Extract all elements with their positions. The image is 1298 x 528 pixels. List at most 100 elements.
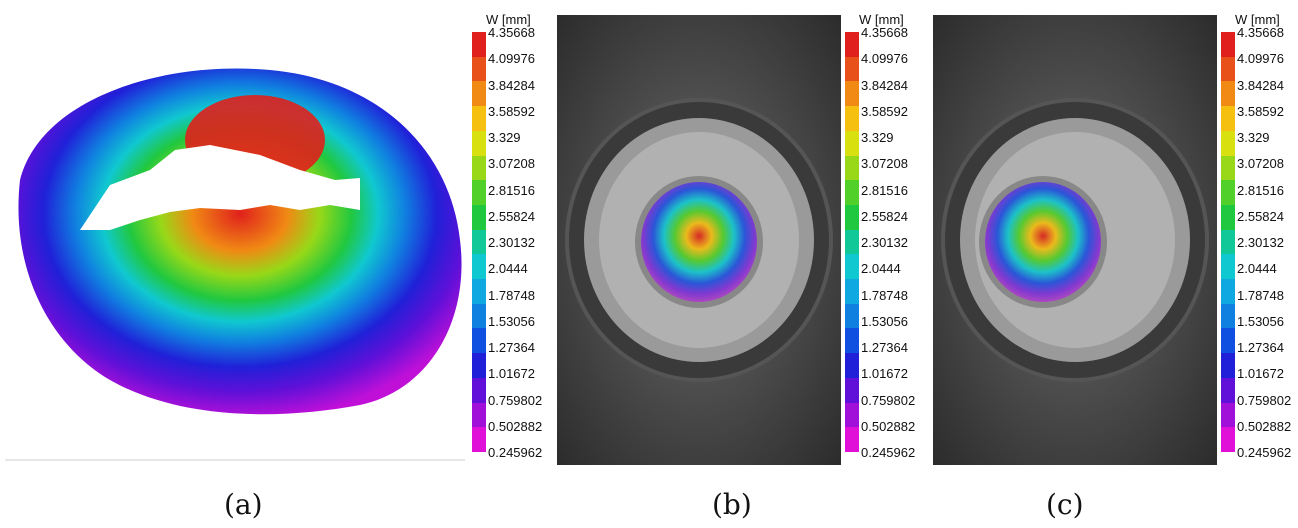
colorbar-c-tick: 2.55824: [1237, 208, 1284, 224]
colorbar-a-tick: 0.759802: [488, 392, 543, 408]
colorbar-c-tick: 4.09976: [1237, 51, 1284, 67]
colorbar-b-tick: 2.55824: [861, 208, 908, 224]
colorbar-a-tick: 1.01672: [488, 366, 535, 382]
colorbar-c-swatch: [1221, 427, 1235, 452]
colorbar-b-swatch: [845, 353, 859, 378]
colorbar-b-swatch: [845, 328, 859, 354]
colorbar-b-swatch: [845, 303, 859, 329]
colorbar-c-swatch: [1221, 377, 1235, 403]
colorbar-c-tick: 0.245962: [1237, 445, 1292, 460]
colorbar-b-swatch: [845, 402, 859, 428]
colorbar-c-swatch: [1221, 155, 1235, 181]
colorbar-c-swatch: [1221, 180, 1235, 205]
colorbar-a-tick: 3.329: [488, 130, 521, 145]
colorbar-a-tick: 1.53056: [488, 313, 535, 329]
colorbar-a-tick: 3.84284: [488, 77, 535, 93]
panel-b-photo: [557, 15, 841, 465]
colorbar-b-swatch: [845, 229, 859, 255]
colorbar-b-tick: 0.245962: [861, 445, 916, 460]
colorbar-a-tick: 1.27364: [488, 340, 535, 355]
colorbar-c-tick: 3.329: [1237, 130, 1270, 145]
colorbar-c-tick: 0.502882: [1237, 418, 1292, 434]
colorbar-c-tick: 1.78748: [1237, 287, 1284, 303]
colorbar-b-tick: 1.78748: [861, 287, 908, 303]
deformed-ring-surface: [18, 68, 462, 415]
colorbar-a-swatch: [472, 32, 486, 57]
colorbar-a-tick: 4.09976: [488, 51, 535, 67]
colorbar-a-tick: 4.35668: [488, 25, 535, 40]
colorbar-a-swatch: [472, 130, 486, 156]
colorbar-a-tick: 0.245962: [488, 445, 543, 460]
colorbar-b-tick: 3.58592: [861, 103, 908, 119]
colorbar-c-swatch: [1221, 32, 1235, 57]
colorbar-b-swatch: [845, 56, 859, 82]
colorbar-b-swatch: [845, 180, 859, 205]
colorbar-a-swatch: [472, 254, 486, 280]
colorbar-a-swatch: [472, 155, 486, 181]
caption-a: (a): [224, 488, 263, 521]
colorbar-c-tick: 2.30132: [1237, 235, 1284, 250]
colorbar-b-tick: 0.502882: [861, 418, 916, 434]
colorbar-c-tick: 3.84284: [1237, 77, 1284, 93]
colorbar-b-tick: 2.0444: [861, 261, 901, 277]
colorbar-b-swatch: [845, 254, 859, 280]
colorbar-b-tick: 0.759802: [861, 392, 916, 408]
colorbar-b-labels: 4.35668 4.09976 3.84284 3.58592 3.329 3.07208…: [861, 25, 941, 460]
colorbar-b-tick: 3.07208: [861, 156, 908, 172]
colorbar-c-swatch: [1221, 81, 1235, 107]
colorbar-c-swatch: [1221, 353, 1235, 378]
colorbar-c-swatch: [1221, 204, 1235, 230]
colorbar-a-swatch: [472, 328, 486, 354]
colorbar-a-title: W [mm]: [486, 12, 531, 27]
colorbar-c-tick: 2.0444: [1237, 261, 1277, 277]
colorbar-a-swatch: [472, 427, 486, 452]
colorbar-a-swatch: [472, 353, 486, 378]
colorbar-b-swatch: [845, 106, 859, 131]
colorbar-a-tick: 3.58592: [488, 103, 535, 119]
dic-overlay-b: [641, 182, 757, 302]
colorbar-c-swatch: [1221, 279, 1235, 304]
colorbar-c-swatch: [1221, 106, 1235, 131]
colorbar-b-tick: 1.01672: [861, 366, 908, 382]
colorbar-b-title: W [mm]: [859, 12, 904, 27]
colorbar-b-tick: 4.35668: [861, 25, 908, 40]
colorbar-a-tick: 1.78748: [488, 287, 535, 303]
colorbar-a-swatch: [472, 229, 486, 255]
colorbar-a-tick: 2.55824: [488, 208, 535, 224]
dic-overlay-c: [985, 182, 1101, 302]
colorbar-b-tick: 1.27364: [861, 340, 908, 355]
colorbar-c-swatch: [1221, 130, 1235, 156]
colorbar-c-tick: 1.27364: [1237, 340, 1284, 355]
colorbar-b-tick: 3.329: [861, 130, 894, 145]
colorbar-a-swatches: [472, 32, 486, 452]
colorbar-b-swatch: [845, 155, 859, 181]
colorbar-c-swatch: [1221, 254, 1235, 280]
colorbar-c-tick: 1.53056: [1237, 313, 1284, 329]
caption-b: (b): [712, 488, 752, 521]
fracture-hole: [80, 145, 360, 230]
colorbar-b-swatch: [845, 377, 859, 403]
colorbar-a-swatch: [472, 180, 486, 205]
colorbar-a-swatch: [472, 279, 486, 304]
colorbar-a-labels: 4.35668 4.09976 3.84284 3.58592 3.329 3.07208…: [488, 25, 568, 460]
colorbar-b-swatch: [845, 204, 859, 230]
colorbar-a-swatch: [472, 377, 486, 403]
colorbar-c-tick: 0.759802: [1237, 392, 1292, 408]
colorbar-c-swatch: [1221, 328, 1235, 354]
panel-c-photo: [933, 15, 1217, 465]
colorbar-c-labels: 4.35668 4.09976 3.84284 3.58592 3.329 3.07208…: [1237, 26, 1298, 460]
caption-c: (c): [1046, 488, 1084, 521]
colorbar-a-tick: 3.07208: [488, 156, 535, 172]
colorbar-a-tick: 2.81516: [488, 182, 535, 198]
colorbar-a-tick: 2.0444: [488, 261, 528, 277]
colorbar-b-swatch: [845, 279, 859, 304]
colorbar-c-swatch: [1221, 229, 1235, 255]
colorbar-c-swatches: [1221, 32, 1235, 452]
panel-a-surface: [5, 68, 465, 461]
colorbar-a-tick: 2.30132: [488, 235, 535, 250]
colorbar-c-swatch: [1221, 402, 1235, 428]
colorbar-a-swatch: [472, 56, 486, 82]
colorbar-c-swatch: [1221, 303, 1235, 329]
colorbar-b-tick: 4.09976: [861, 51, 908, 67]
colorbar-b-tick: 2.30132: [861, 235, 908, 250]
